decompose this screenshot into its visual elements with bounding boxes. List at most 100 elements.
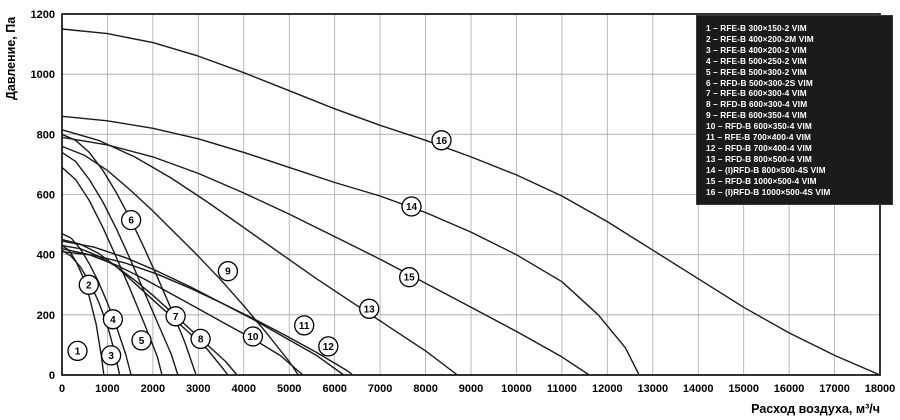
- y-tick-label: 1200: [31, 9, 55, 21]
- curve-14: [61, 115, 640, 376]
- x-tick-label: 7000: [368, 383, 392, 395]
- curve-label-2: 2: [78, 274, 99, 295]
- curve-label-3: 3: [100, 345, 122, 366]
- curve-label-9: 9: [217, 261, 239, 282]
- x-tick-label: 1000: [95, 383, 119, 395]
- curve-label-10: 10: [242, 326, 264, 347]
- curve-label-circle: [67, 340, 88, 362]
- curve-label-circle: [131, 330, 152, 351]
- legend-item-9: 9 – RFE-B 600×350-4 VIM: [706, 110, 807, 121]
- x-tick-label: 10000: [501, 383, 532, 395]
- curve-label-circle: [217, 261, 239, 282]
- x-tick-label: 13000: [638, 383, 669, 395]
- curve-label-number: 15: [404, 273, 416, 284]
- legend-item-6: 6 – RFD-B 500×300-2S VIM: [706, 77, 813, 88]
- x-tick-label: 8000: [413, 383, 437, 395]
- y-axis-title: Давление, Па: [4, 16, 18, 100]
- curve-12: [61, 251, 354, 376]
- x-tick-label: 15000: [728, 383, 759, 395]
- curve-label-12: 12: [318, 336, 339, 357]
- curve-label-number: 16: [436, 136, 448, 147]
- x-axis-title: Расход воздуха, м³/ч: [751, 402, 880, 416]
- curve-label-number: 10: [247, 332, 259, 343]
- legend-item-12: 12 – RFD-B 700×400-4 VIM: [706, 142, 812, 153]
- curve-label-number: 6: [128, 216, 134, 227]
- y-tick-label: 1000: [31, 69, 55, 81]
- curve-label-number: 9: [225, 267, 231, 278]
- x-tick-label: 9000: [459, 383, 483, 395]
- legend-item-14: 14 – (I)RFD-B 800×500-4S VIM: [706, 164, 826, 175]
- curve-label-13: 13: [359, 298, 380, 319]
- curve-label-number: 12: [323, 342, 335, 353]
- curve-label-circle: [401, 196, 422, 217]
- x-tick-label: 5000: [277, 383, 301, 395]
- curve-label-number: 4: [110, 315, 116, 326]
- x-tick-label: 14000: [683, 383, 714, 395]
- curve-label-circle: [190, 328, 211, 350]
- curve-16: [61, 28, 881, 376]
- curve-label-14: 14: [401, 196, 422, 217]
- legend-item-13: 13 – RFD-B 800×500-4 VIM: [706, 153, 812, 164]
- curve-label-16: 16: [431, 130, 452, 151]
- legend: 1 – RFE-B 300×150-2 VIM 2 – RFE-B 400×200…: [696, 15, 893, 205]
- curve-label-circle: [359, 298, 380, 319]
- legend-item-11: 11 – RFE-B 700×400-4 VIM: [706, 132, 812, 143]
- legend-item-8: 8 – RFD-B 600×300-4 VIM: [706, 99, 808, 110]
- legend-item-15: 15 – RFD-B 1000×500-4 VIM: [706, 175, 817, 186]
- curve-label-circle: [242, 326, 264, 347]
- y-tick-label: 0: [49, 370, 55, 382]
- x-tick-label: 3000: [186, 383, 210, 395]
- curve-label-circle: [100, 345, 122, 366]
- curve-13: [61, 129, 459, 376]
- curve-label-number: 2: [86, 280, 92, 291]
- curve-label-circle: [165, 306, 186, 327]
- curve-10: [61, 248, 304, 376]
- x-tick-label: 18000: [865, 383, 896, 395]
- y-tick-label: 800: [37, 129, 55, 141]
- curve-label-circle: [78, 274, 99, 295]
- curve-label-15: 15: [399, 267, 420, 288]
- x-tick-label: 17000: [819, 383, 850, 395]
- legend-item-7: 7 – RFE-B 600×300-4 VIM: [706, 88, 807, 99]
- curve-4: [61, 166, 163, 376]
- legend-item-5: 5 – RFE-B 500×300-2 VIM: [706, 66, 807, 77]
- y-tick-label: 600: [37, 190, 55, 202]
- curve-label-circle: [431, 130, 452, 151]
- curve-label-number: 8: [198, 334, 204, 345]
- curve-label-8: 8: [190, 328, 211, 350]
- legend-item-3: 3 – RFE-B 400×200-2 VIM: [706, 44, 807, 55]
- x-tick-label: 12000: [592, 383, 623, 395]
- x-tick-label: 6000: [322, 383, 346, 395]
- y-tick-label: 400: [37, 250, 55, 262]
- legend-item-4: 4 – RFE-B 500×250-2 VIM: [706, 55, 807, 66]
- x-tick-label: 11000: [547, 383, 577, 395]
- curve-label-circle: [294, 315, 315, 336]
- curve-label-6: 6: [120, 209, 142, 231]
- curve-label-circle: [318, 336, 339, 357]
- curve-15: [61, 136, 590, 376]
- curve-8: [61, 244, 238, 376]
- x-tick-label: 16000: [774, 383, 805, 395]
- curve-label-1: 1: [67, 340, 88, 362]
- curve-5: [61, 151, 179, 376]
- curve-label-number: 5: [139, 336, 145, 347]
- curve-7: [61, 238, 229, 376]
- curve-label-number: 11: [299, 321, 310, 332]
- y-tick-label: 200: [37, 310, 55, 322]
- x-tick-label: 4000: [232, 383, 256, 395]
- curve-label-number: 1: [75, 346, 81, 357]
- x-tick-label: 2000: [141, 383, 165, 395]
- curve-label-circle: [102, 309, 124, 330]
- curve-label-number: 14: [406, 202, 418, 213]
- curve-label-11: 11: [294, 315, 315, 336]
- curve-label-number: 7: [173, 312, 179, 323]
- x-tick-label: 0: [59, 383, 65, 395]
- curve-label-circle: [120, 209, 142, 231]
- curve-label-number: 13: [364, 304, 376, 315]
- curve-label-circle: [399, 267, 420, 288]
- curve-label-5: 5: [131, 330, 152, 351]
- curve-9: [61, 145, 299, 376]
- legend-item-16: 16 – (I)RFD-B 1000×500-4S VIM: [706, 186, 831, 197]
